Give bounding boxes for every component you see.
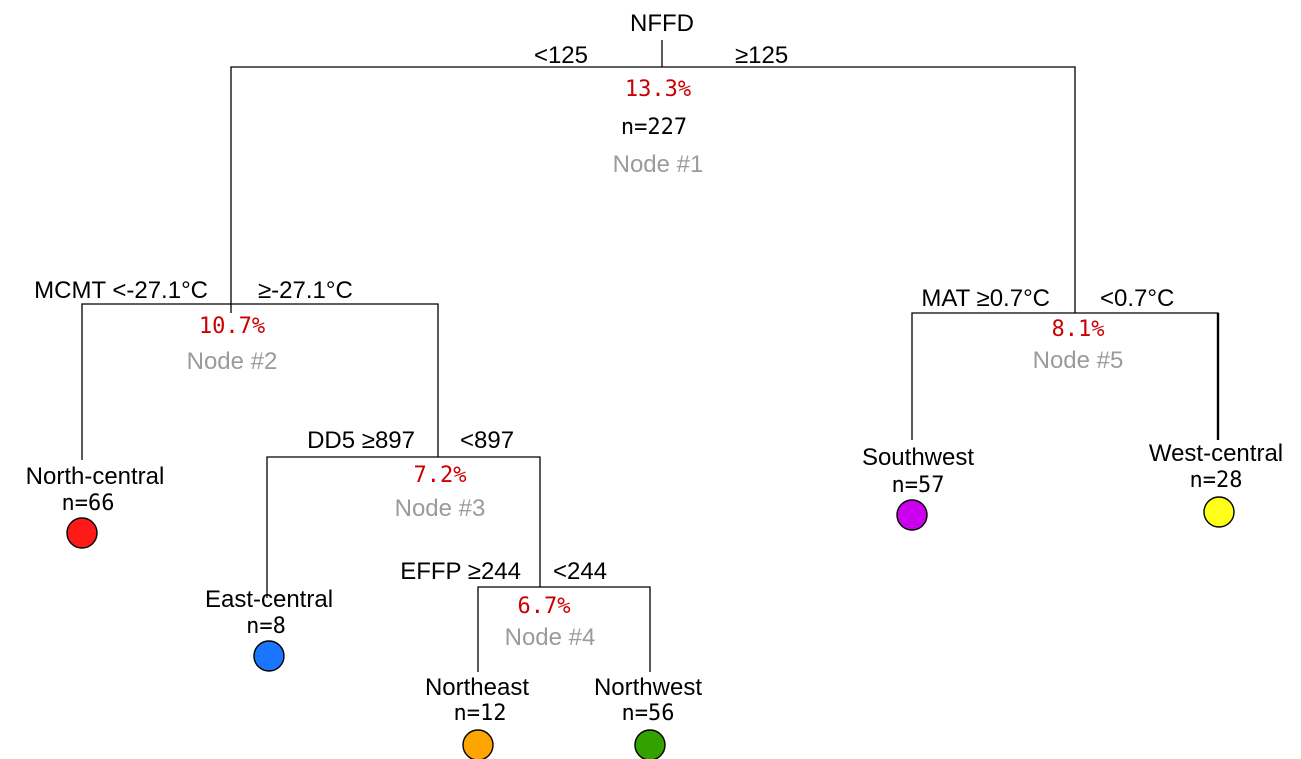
node-2: MCMT <-27.1°C ≥-27.1°C 10.7% Node #2 bbox=[34, 277, 353, 375]
root-node-id: Node #1 bbox=[613, 151, 704, 178]
leaf-northwest-name: Northwest bbox=[594, 674, 702, 701]
leaf-north-central-name: North-central bbox=[26, 463, 165, 490]
leaf-northwest: Northwest n=56 bbox=[594, 674, 702, 759]
node2-node-id: Node #2 bbox=[187, 348, 278, 375]
node4-right-branch-label: <244 bbox=[553, 558, 607, 585]
node3-split-bar bbox=[266, 456, 541, 598]
node2-split-bar bbox=[81, 303, 439, 460]
leaf-west-central: West-central n=28 bbox=[1149, 440, 1283, 528]
leaf-southwest-marker bbox=[896, 499, 928, 531]
node4-error: 6.7% bbox=[518, 594, 571, 619]
leaf-west-central-marker bbox=[1203, 496, 1235, 528]
node5-left-branch-label: MAT ≥0.7°C bbox=[921, 285, 1050, 312]
node-3: DD5 ≥897 <897 7.2% Node #3 bbox=[307, 427, 514, 522]
node2-left-branch-label: MCMT <-27.1°C bbox=[34, 277, 208, 304]
leaf-north-central: North-central n=66 bbox=[26, 463, 165, 549]
leaf-northwest-n: n=56 bbox=[622, 701, 675, 726]
tree-edges bbox=[81, 40, 1220, 672]
root-left-branch-label: <125 bbox=[534, 42, 588, 69]
leaf-southwest-name: Southwest bbox=[862, 444, 974, 471]
node4-node-id: Node #4 bbox=[505, 624, 596, 651]
leaf-northeast: Northeast n=12 bbox=[425, 674, 529, 759]
leaf-northeast-n: n=12 bbox=[454, 701, 507, 726]
node-4: EFFP ≥244 <244 6.7% Node #4 bbox=[400, 558, 607, 651]
node3-left-branch-label: DD5 ≥897 bbox=[307, 427, 415, 454]
leaf-east-central-marker bbox=[253, 640, 285, 672]
node-5: MAT ≥0.7°C <0.7°C 8.1% Node #5 bbox=[921, 285, 1174, 374]
node4-left-branch-label: EFFP ≥244 bbox=[400, 558, 521, 585]
node2-error: 10.7% bbox=[199, 314, 265, 339]
root-variable: NFFD bbox=[630, 10, 694, 37]
node3-node-id: Node #3 bbox=[395, 495, 486, 522]
leaf-north-central-n: n=66 bbox=[62, 491, 115, 516]
leaf-west-central-n: n=28 bbox=[1190, 468, 1243, 493]
leaf-northeast-marker bbox=[462, 729, 494, 759]
leaf-east-central: East-central n=8 bbox=[205, 586, 333, 672]
node3-right-branch-label: <897 bbox=[460, 427, 514, 454]
leaf-north-central-marker bbox=[66, 517, 98, 549]
leaf-east-central-name: East-central bbox=[205, 586, 333, 613]
leaf-southwest-n: n=57 bbox=[892, 473, 945, 498]
root-right-branch-label: ≥125 bbox=[735, 42, 788, 69]
leaf-northeast-name: Northeast bbox=[425, 674, 529, 701]
root-n: n=227 bbox=[621, 115, 687, 140]
leaf-west-central-name: West-central bbox=[1149, 440, 1283, 467]
node5-node-id: Node #5 bbox=[1033, 347, 1124, 374]
node-1: NFFD <125 ≥125 13.3% n=227 Node #1 bbox=[534, 10, 788, 178]
root-split-bar bbox=[230, 66, 1076, 313]
node2-right-branch-label: ≥-27.1°C bbox=[258, 277, 353, 304]
leaf-southwest: Southwest n=57 bbox=[862, 444, 974, 531]
leaf-east-central-n: n=8 bbox=[246, 614, 286, 639]
leaf-northwest-marker bbox=[634, 729, 666, 759]
node5-error: 8.1% bbox=[1052, 317, 1105, 342]
node5-right-branch-label: <0.7°C bbox=[1100, 285, 1174, 312]
root-error: 13.3% bbox=[625, 77, 691, 102]
node3-error: 7.2% bbox=[414, 463, 467, 488]
node4-split-bar bbox=[477, 586, 651, 672]
